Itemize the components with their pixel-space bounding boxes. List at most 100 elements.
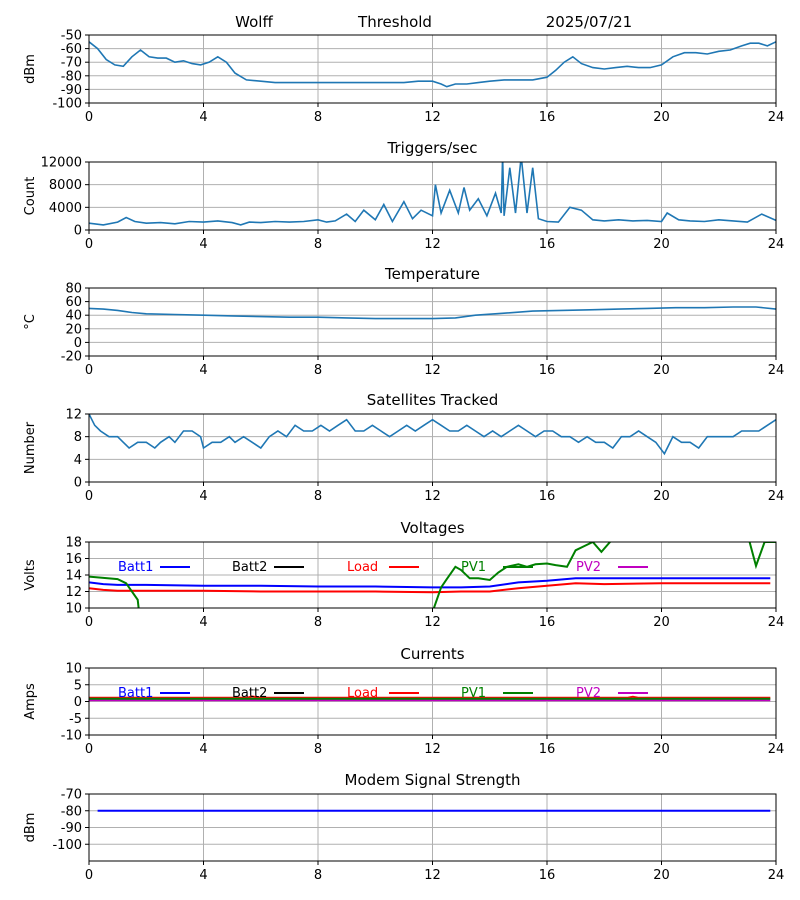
x-tick-label: 24: [768, 363, 785, 378]
legend-label-batt1: Batt1: [118, 560, 153, 575]
x-tick-label: 0: [85, 363, 93, 378]
x-tick-label: 4: [199, 363, 207, 378]
x-tick-label: 20: [653, 489, 670, 504]
x-tick-label: 12: [424, 615, 441, 630]
chart-title: Currents: [400, 645, 464, 663]
header-station: Wolff: [235, 13, 273, 31]
x-tick-label: 20: [653, 363, 670, 378]
chart-title: Modem Signal Strength: [345, 771, 521, 789]
x-tick-label: 0: [85, 237, 93, 252]
x-tick-label: 24: [768, 742, 785, 757]
x-tick-label: 12: [424, 742, 441, 757]
chart-title: Temperature: [384, 265, 480, 283]
y-tick-label: 80: [65, 282, 82, 297]
y-tick-label: 8: [74, 430, 82, 445]
chart-title: Voltages: [400, 519, 464, 537]
chart-1: 0 4 8 12 16 20 24 -100-90-80-70-60-50 dBm: [23, 29, 784, 126]
legend-label-pv2: PV2: [576, 560, 601, 575]
x-tick-label: 12: [424, 110, 441, 125]
y-tick-label: 0: [74, 695, 82, 710]
chart-title: Triggers/sec: [387, 139, 478, 157]
y-tick-label: 8000: [49, 178, 82, 193]
x-tick-label: 16: [539, 110, 556, 125]
legend-label-load: Load: [347, 686, 378, 701]
x-tick-label: 0: [85, 110, 93, 125]
y-tick-label: 4: [74, 453, 82, 468]
x-tick-label: 20: [653, 237, 670, 252]
x-tick-label: 0: [85, 615, 93, 630]
legend-label-batt1: Batt1: [118, 686, 153, 701]
header-date: 2025/07/21: [546, 13, 632, 31]
chart-4: 0 4 8 12 16 20 24 0 4 8 12 Satellites Tracked Number: [23, 391, 784, 504]
x-tick-label: 8: [314, 363, 322, 378]
header-mode: Threshold: [357, 13, 432, 31]
y-tick-label: -20: [61, 350, 82, 365]
x-tick-label: 20: [653, 110, 670, 125]
series-line-1: [89, 414, 776, 456]
y-axis-label: Count: [23, 177, 38, 216]
series-line-load: [89, 582, 771, 594]
y-tick-label: -10: [61, 729, 82, 744]
x-tick-label: 8: [314, 237, 322, 252]
x-tick-label: 16: [539, 489, 556, 504]
y-tick-label: -70: [61, 788, 82, 803]
x-tick-label: 16: [539, 615, 556, 630]
y-tick-label: -100: [52, 838, 82, 853]
y-axis-label: Amps: [23, 683, 38, 720]
x-tick-label: 16: [539, 742, 556, 757]
chart-7: 0 4 8 12 16 20 24 -100 -90 -80-70 Modem Signal Str…: [23, 771, 784, 883]
x-tick-label: 20: [653, 868, 670, 883]
x-tick-label: 20: [653, 615, 670, 630]
y-tick-label: 12000: [41, 156, 82, 171]
series-line-1: [89, 41, 776, 88]
x-tick-label: 12: [424, 363, 441, 378]
y-axis-label: °C: [23, 314, 38, 330]
y-tick-label: 0: [74, 476, 82, 491]
x-tick-label: 4: [199, 615, 207, 630]
y-tick-label: -80: [61, 69, 82, 84]
series-line-1: [89, 162, 776, 226]
x-tick-label: 4: [199, 237, 207, 252]
y-axis-label: dBm: [23, 813, 38, 843]
legend-label-pv1: PV1: [461, 686, 486, 701]
y-tick-label: 40: [65, 309, 82, 324]
x-tick-label: 24: [768, 489, 785, 504]
x-tick-label: 16: [539, 237, 556, 252]
x-tick-label: 16: [539, 868, 556, 883]
x-tick-label: 16: [539, 363, 556, 378]
x-tick-label: 24: [768, 110, 785, 125]
x-tick-label: 8: [314, 868, 322, 883]
legend-label-batt2: Batt2: [232, 560, 267, 575]
x-tick-label: 12: [424, 868, 441, 883]
y-tick-label: 12: [65, 585, 82, 600]
y-tick-label: 16: [65, 552, 82, 567]
x-tick-label: 4: [199, 742, 207, 757]
x-tick-label: 0: [85, 742, 93, 757]
y-tick-label: -50: [61, 29, 82, 44]
chart-2: 0 4 8 12 16 20 24 0 4000 8000 12000 Triggers/sec Cou…: [23, 139, 784, 252]
x-tick-label: 8: [314, 489, 322, 504]
y-tick-label: -60: [61, 42, 82, 57]
y-tick-label: 14: [65, 569, 82, 584]
x-tick-label: 12: [424, 489, 441, 504]
y-tick-label: -5: [69, 712, 82, 727]
y-tick-label: -70: [61, 56, 82, 71]
y-tick-label: 12: [65, 408, 82, 423]
legend-label-pv2: PV2: [576, 686, 601, 701]
x-tick-label: 4: [199, 868, 207, 883]
x-tick-label: 20: [653, 742, 670, 757]
y-tick-label: -100: [52, 97, 82, 112]
y-axis-label: Volts: [23, 559, 38, 591]
y-tick-label: 20: [65, 322, 82, 337]
series-line-load: [89, 695, 771, 699]
y-tick-label: 60: [65, 295, 82, 310]
y-axis-label: Number: [23, 421, 38, 474]
y-tick-label: 4000: [49, 201, 82, 216]
chart-title: Satellites Tracked: [367, 391, 498, 409]
x-tick-label: 24: [768, 615, 785, 630]
x-tick-label: 0: [85, 868, 93, 883]
x-tick-label: 0: [85, 489, 93, 504]
y-axis-label: dBm: [23, 54, 38, 84]
y-tick-label: 18: [65, 536, 82, 551]
